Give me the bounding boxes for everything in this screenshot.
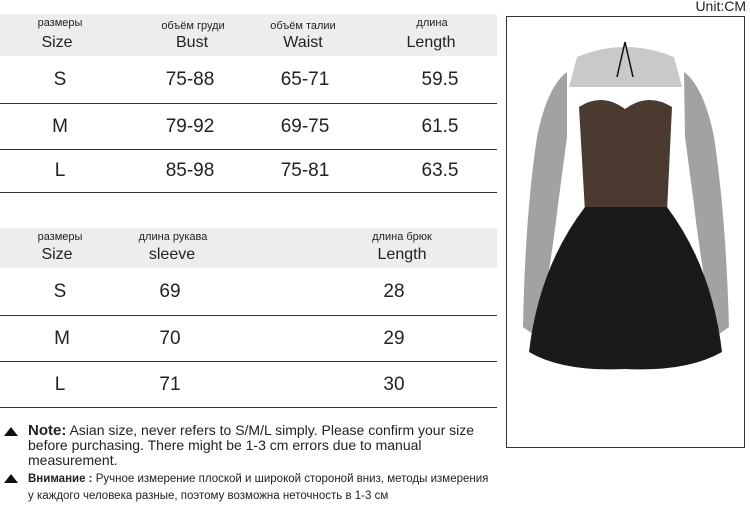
cell: 69 [159, 281, 181, 302]
table-row: S 75-88 65-71 59.5 [0, 57, 497, 104]
table-row: M 70 29 [0, 316, 497, 362]
cell: 29 [383, 327, 405, 349]
triangle-bullet-icon [4, 427, 18, 436]
table-row: L 71 30 [0, 362, 497, 408]
header-en: Waist [283, 34, 323, 51]
header-ru: объём груди [161, 20, 225, 32]
header-ru: длина [416, 17, 448, 29]
cell: 71 [159, 373, 181, 395]
cell: 28 [383, 281, 405, 302]
cell: 65-71 [280, 69, 330, 90]
header-ru: размеры [37, 231, 83, 243]
cell: 85-98 [165, 160, 215, 181]
note-ru: Внимание : Ручное измерение плоской и ши… [28, 471, 488, 505]
note-text: Asian size, never refers to S/M/L simply… [28, 422, 475, 468]
note-text-ru: у каждого человека разные, поэтому возмо… [28, 490, 389, 502]
note-label-ru: Внимание : [28, 473, 93, 485]
header-ru: длина брюк [372, 231, 432, 243]
header-en: Bust [175, 34, 209, 51]
cell: 79-92 [165, 115, 215, 137]
note-text-ru: Ручное измерение плоской и широкой сторо… [95, 473, 489, 485]
cell: L [54, 160, 66, 181]
cell: 61.5 [421, 115, 459, 137]
cell: 69-75 [280, 115, 330, 137]
header-en: Size [41, 246, 73, 263]
header-ru: длина рукава [138, 231, 208, 243]
header-en: Length [406, 34, 456, 51]
table-header: размеры Size длина рукава sleeve длина б… [0, 228, 497, 268]
cell: S [53, 69, 67, 90]
header-en: Length [377, 246, 427, 263]
unit-label: Unit:CM [695, 0, 746, 14]
header-en: Size [41, 34, 73, 51]
cell: S [53, 281, 67, 302]
header-ru: размеры [37, 17, 83, 29]
cell: M [54, 327, 70, 349]
table-row: S 69 28 [0, 269, 497, 316]
header-ru: объём талии [270, 20, 336, 32]
table-row: L 85-98 75-81 63.5 [0, 150, 497, 193]
cell: 63.5 [421, 160, 459, 181]
cell: 70 [159, 327, 181, 349]
cell: 75-88 [165, 69, 215, 90]
cell: M [52, 115, 68, 137]
cell: 75-81 [280, 160, 330, 181]
note-label: Note: [28, 422, 67, 439]
cell: 59.5 [421, 69, 459, 90]
cell: L [54, 373, 66, 395]
dress-illustration [523, 41, 729, 370]
note-en: Note: Asian size, never refers to S/M/L … [28, 423, 508, 468]
product-image [506, 16, 745, 448]
table-row: M 79-92 69-75 61.5 [0, 104, 497, 150]
header-en: sleeve [148, 246, 196, 263]
table-header: размеры Size объём груди Bust объём тали… [0, 14, 497, 56]
triangle-bullet-icon [4, 474, 18, 483]
cell: 30 [383, 373, 405, 395]
